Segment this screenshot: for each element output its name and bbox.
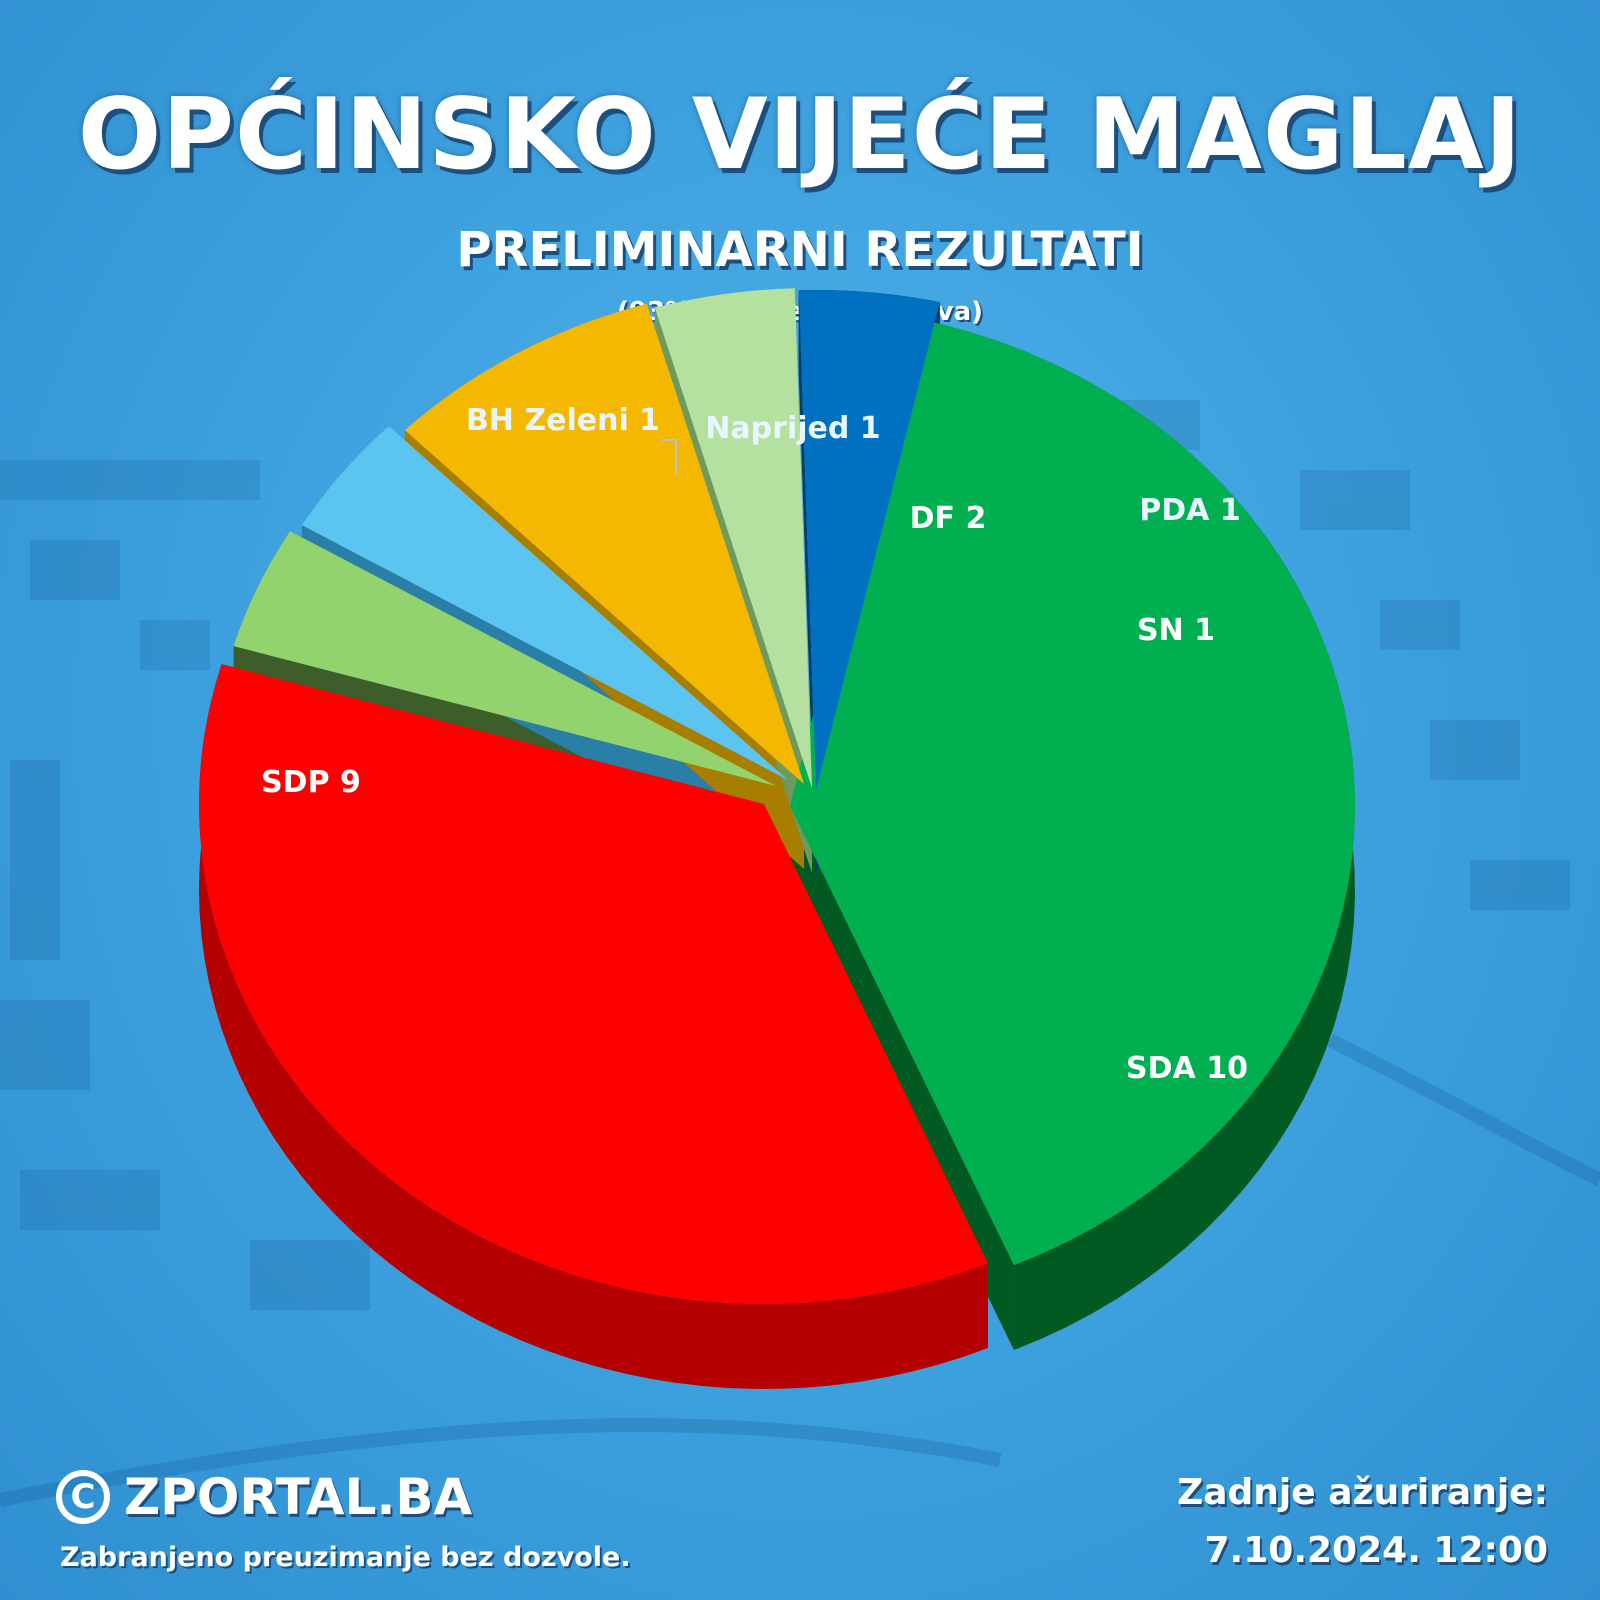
last-updated-label: Zadnje ažuriranje: (1177, 1472, 1548, 1513)
label-naprijed: Naprijed 1 (705, 411, 880, 446)
label-df: DF 2 (910, 501, 987, 536)
slice-df (404, 303, 804, 784)
slice-sda (790, 318, 1355, 1266)
slice-bh-zeleni (233, 531, 777, 786)
pie-labels: SDA 10 SDP 9 BH Zeleni 1 Naprijed 1 DF 2 PDA … (261, 403, 1248, 1086)
pie-slices (198, 288, 1355, 1305)
copyright-notice: Zabranjeno preuzimanje bez dozvole. (60, 1542, 631, 1573)
slice-wall-sdp (199, 664, 988, 1389)
label-sda: SDA 10 (1126, 1051, 1248, 1086)
label-pda: PDA 1 (1139, 493, 1240, 528)
slice-sn (798, 290, 940, 790)
page-subtitle: PRELIMINARNI REZULTATI (456, 222, 1144, 278)
leader-line-bh-zeleni (661, 439, 677, 474)
slice-sdp (198, 664, 988, 1305)
brand-name: ZPORTAL.BA (124, 1468, 473, 1526)
label-bh-zeleni: BH Zeleni 1 (466, 403, 660, 438)
brand-block: C ZPORTAL.BA (56, 1462, 472, 1532)
page-title: OPĆINSKO VIJEĆE MAGLAJ (77, 78, 1523, 192)
copyright-icon: C (56, 1470, 110, 1524)
slice-pda (654, 288, 812, 788)
last-updated-date: 7.10.2024. 12:00 (1204, 1530, 1549, 1571)
label-sdp: SDP 9 (261, 765, 361, 800)
label-sn: SN 1 (1137, 613, 1215, 648)
slice-naprijed (301, 426, 788, 780)
